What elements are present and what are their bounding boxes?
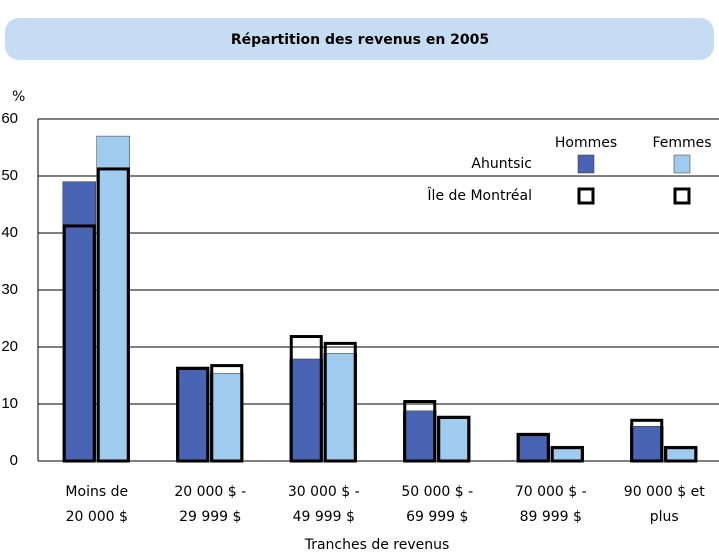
- x-tick-label: 69 999 $: [406, 509, 468, 525]
- bar-outline: [323, 341, 357, 463]
- bar: [403, 410, 437, 462]
- bar-outline: [96, 167, 130, 463]
- legend-column: Hommes: [555, 135, 617, 151]
- x-tick-label: Moins de: [65, 484, 128, 500]
- x-tick-label: 20 000 $ -: [174, 484, 246, 500]
- legend-column: Femmes: [652, 135, 711, 151]
- y-axis-label: %: [12, 89, 25, 105]
- x-tick-label: 70 000 $ -: [515, 484, 587, 500]
- chart-title: Répartition des revenus en 2005: [231, 32, 489, 48]
- bar: [96, 135, 130, 462]
- bar: [437, 415, 471, 462]
- x-axis-label: Tranches de revenus: [304, 537, 450, 553]
- bar: [516, 432, 550, 462]
- bar-outline: [62, 224, 96, 463]
- bar-outline: [550, 446, 584, 463]
- bar: [289, 358, 323, 462]
- y-tick-label: 30: [1, 281, 18, 298]
- legend-swatch: [673, 154, 691, 174]
- y-tick-label: 60: [1, 110, 18, 127]
- x-tick-label: 30 000 $ -: [288, 484, 360, 500]
- bar-outline: [630, 418, 664, 463]
- legend-swatch: [577, 154, 595, 174]
- x-tick-label: 89 999 $: [520, 509, 582, 525]
- bar-outline: [437, 415, 471, 463]
- bar: [62, 181, 96, 462]
- bar: [176, 366, 210, 462]
- bar-outline: [664, 446, 698, 463]
- y-tick-label: 20: [1, 338, 18, 355]
- bar-outline: [289, 335, 323, 463]
- x-tick-label: 90 000 $ et: [624, 484, 705, 500]
- title-banner: [5, 18, 714, 60]
- y-tick-label: 50: [1, 167, 18, 184]
- bar-outline: [516, 433, 550, 463]
- legend-swatch: [673, 187, 691, 205]
- bar-outline: [403, 400, 437, 463]
- y-tick-label: 10: [1, 395, 18, 412]
- bar-outline: [210, 364, 244, 463]
- x-tick-label: plus: [650, 509, 679, 525]
- legend-swatch: [577, 187, 595, 205]
- y-tick-label: 40: [1, 224, 18, 241]
- x-tick-label: 49 999 $: [293, 509, 355, 525]
- bar: [323, 353, 357, 462]
- x-tick-label: 29 999 $: [179, 509, 241, 525]
- legend-row: Île de Montréal: [426, 186, 532, 204]
- bar: [210, 372, 244, 462]
- bar: [630, 425, 664, 462]
- x-tick-label: 50 000 $ -: [401, 484, 473, 500]
- x-tick-label: 20 000 $: [66, 509, 128, 525]
- y-tick-label: 0: [10, 452, 18, 469]
- legend-row: Ahuntsic: [471, 156, 532, 172]
- bar-outline: [176, 366, 210, 463]
